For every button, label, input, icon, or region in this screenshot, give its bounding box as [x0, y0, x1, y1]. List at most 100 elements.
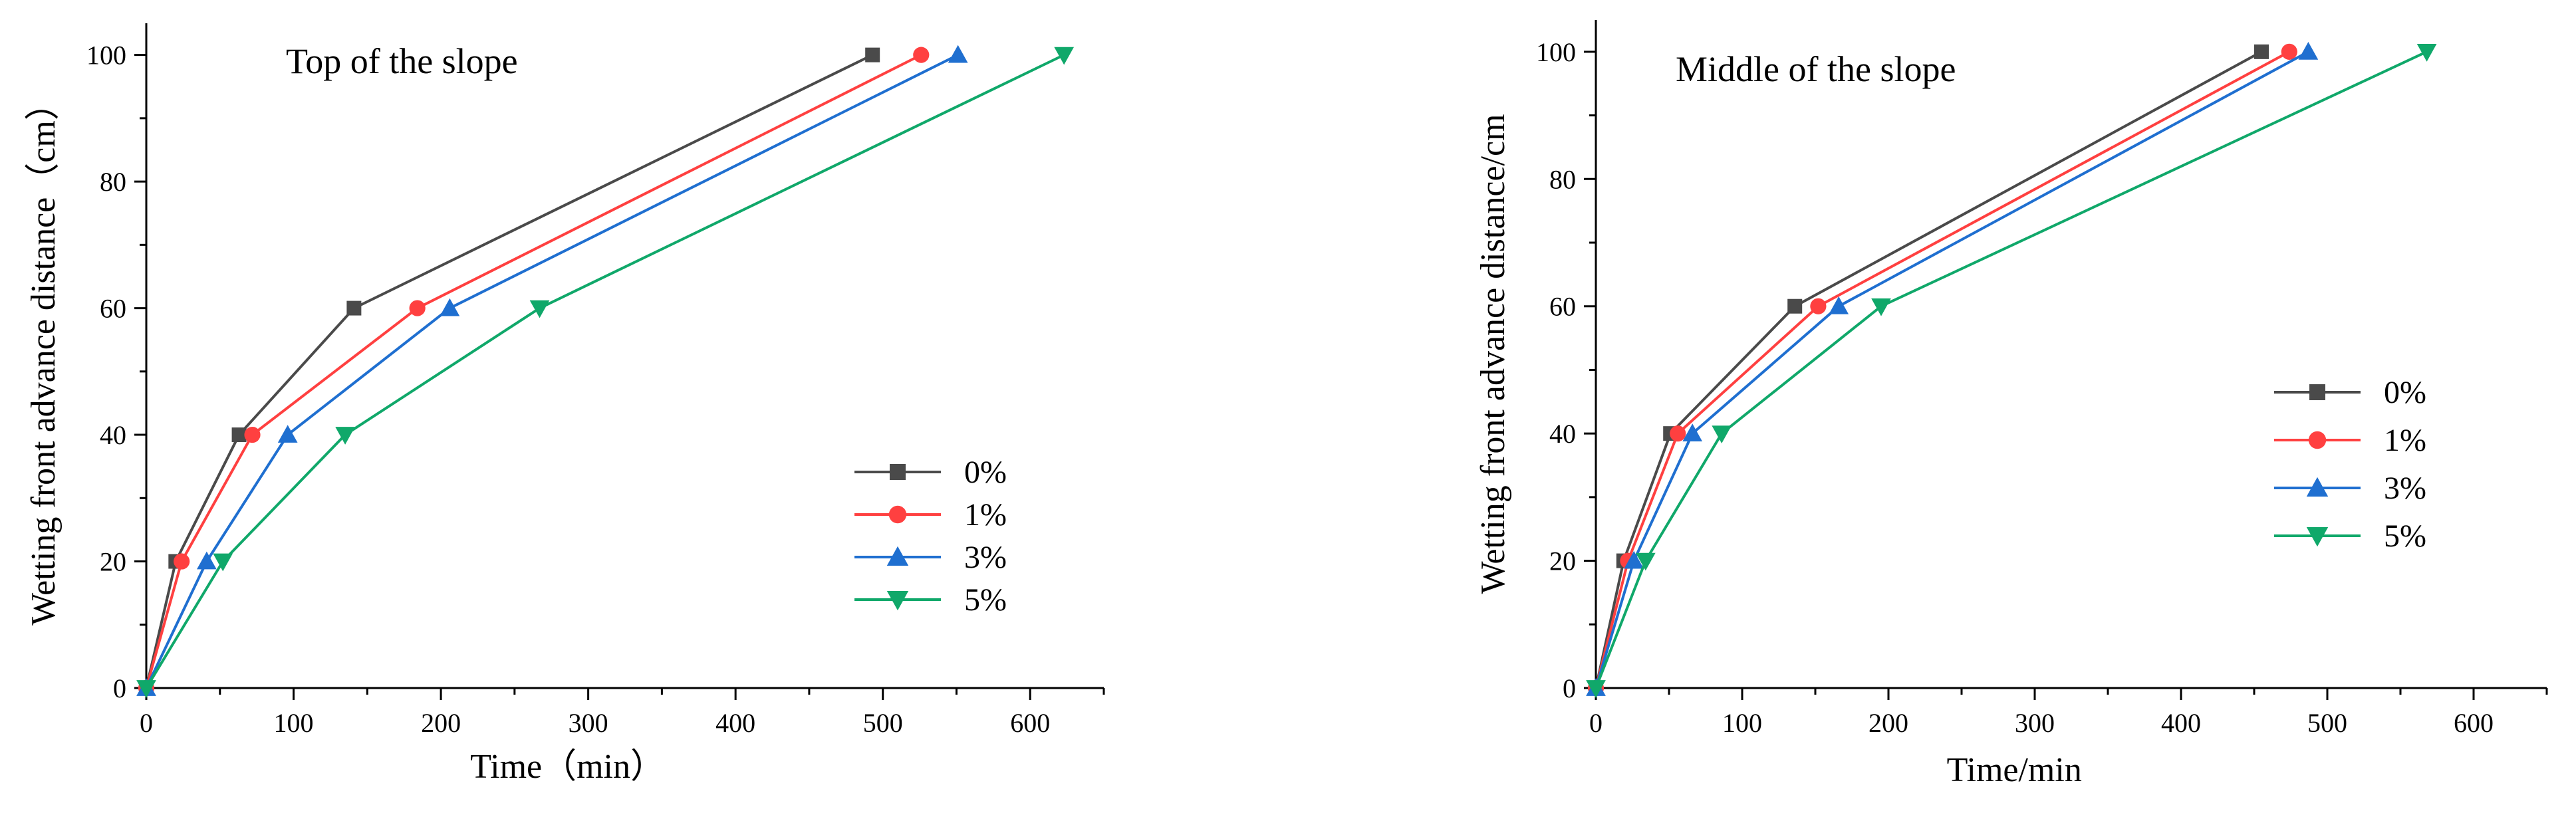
data-point — [1871, 298, 1891, 316]
legend-label: 5% — [964, 582, 1007, 618]
series-0pct — [139, 47, 880, 695]
legend-marker — [886, 591, 909, 611]
x-tick-label: 500 — [863, 708, 903, 738]
legend: 0% 1% 3% 5% — [854, 455, 1007, 618]
data-point — [244, 426, 261, 443]
chart-title: Top of the slope — [286, 41, 518, 81]
legend-marker — [2306, 477, 2329, 497]
data-point — [1712, 425, 1732, 443]
series-1pct — [1587, 43, 2297, 697]
data-point — [2298, 42, 2319, 60]
x-tick-label: 600 — [1010, 708, 1050, 738]
chart-middle-of-slope: 0 100 200 300 400 500 600 0 20 40 60 80 100 Time/min W… — [1474, 20, 2548, 789]
x-axis-title: Time/min — [1947, 751, 2082, 789]
data-point — [174, 553, 190, 570]
data-point — [277, 425, 298, 443]
series-line — [1595, 51, 2309, 689]
data-point — [136, 680, 156, 698]
data-point — [346, 300, 362, 316]
y-tick-label: 60 — [100, 294, 126, 324]
series-line — [145, 53, 874, 689]
data-point — [440, 298, 460, 316]
x-tick-label: 100 — [1722, 708, 1762, 738]
y-tick-label: 40 — [100, 420, 126, 450]
legend-item: 3% — [2274, 471, 2426, 506]
data-point — [196, 551, 217, 570]
x-tick-label: 400 — [715, 708, 755, 738]
data-point — [335, 427, 355, 445]
x-tick-label: 600 — [2454, 708, 2494, 738]
data-point — [1682, 423, 1703, 442]
data-point — [1670, 425, 1686, 442]
series-line — [1595, 51, 2428, 689]
legend-marker — [888, 505, 907, 524]
y-tick-label: 0 — [113, 673, 126, 703]
legend-label: 1% — [964, 497, 1007, 532]
legend-item: 5% — [2274, 519, 2426, 554]
data-point — [1624, 550, 1644, 569]
legend-item: 1% — [854, 497, 1007, 532]
chart-title: Middle of the slope — [1676, 49, 1956, 89]
legend-marker — [890, 464, 906, 480]
series-line — [145, 53, 959, 689]
series-3pct — [136, 45, 968, 696]
legend-label: 3% — [2384, 471, 2426, 506]
y-axis-title: Wetting front advance distance（cm） — [25, 86, 63, 626]
series-line — [1595, 51, 2262, 689]
data-point — [865, 47, 880, 62]
series-5pct — [1586, 43, 2437, 698]
legend-marker — [2308, 431, 2327, 449]
legend-item: 0% — [2274, 375, 2426, 410]
legend-item: 0% — [854, 455, 1007, 490]
data-point — [2416, 43, 2437, 62]
x-tick-label: 100 — [274, 708, 314, 738]
x-tick-label: 300 — [2015, 708, 2055, 738]
legend: 0% 1% 3% 5% — [2274, 375, 2426, 554]
y-tick-label: 80 — [100, 167, 126, 197]
y-tick-label: 20 — [100, 547, 126, 577]
x-tick-label: 300 — [569, 708, 608, 738]
legend-marker — [886, 546, 909, 566]
series-0pct — [1589, 44, 2269, 695]
y-tick-label: 40 — [1549, 419, 1576, 449]
series-line — [145, 53, 922, 689]
y-tick-label: 100 — [1536, 37, 1576, 67]
legend-label: 0% — [2384, 375, 2426, 410]
y-tick-label: 80 — [1549, 164, 1576, 194]
legend-marker — [2306, 527, 2329, 547]
data-point — [948, 45, 968, 63]
series-3pct — [1586, 42, 2319, 696]
data-point — [213, 553, 233, 572]
data-point — [1054, 47, 1075, 65]
data-point — [2281, 43, 2297, 60]
data-point — [409, 300, 426, 316]
legend-item: 1% — [2274, 423, 2426, 458]
legend-label: 1% — [2384, 423, 2426, 458]
y-tick-label: 60 — [1549, 292, 1576, 322]
x-axis-title: Time（min） — [470, 748, 665, 786]
x-tick-label: 0 — [140, 708, 153, 738]
x-tick-label: 400 — [2161, 708, 2201, 738]
legend-item: 5% — [854, 582, 1007, 618]
legend-marker — [2309, 384, 2325, 400]
data-point — [2254, 44, 2269, 59]
y-tick-label: 100 — [86, 41, 126, 70]
legend-label: 0% — [964, 455, 1007, 490]
legend-label: 5% — [2384, 519, 2426, 554]
data-point — [231, 427, 247, 443]
legend-label: 3% — [964, 540, 1007, 575]
x-tick-label: 500 — [2307, 708, 2347, 738]
data-point — [1829, 296, 1849, 314]
data-point — [1635, 552, 1656, 571]
x-tick-label: 200 — [1868, 708, 1908, 738]
series-1pct — [138, 47, 930, 697]
series-line — [145, 53, 1065, 689]
series-5pct — [136, 47, 1075, 698]
data-point — [529, 300, 550, 318]
y-axis-title: Wetting front advance distance/cm — [1474, 114, 1512, 594]
y-tick-label: 20 — [1549, 546, 1576, 576]
chart-top-of-slope: 0 100 200 300 400 500 600 0 20 40 60 80 100 Time（min）… — [25, 23, 1105, 786]
series-line — [1595, 51, 2290, 689]
